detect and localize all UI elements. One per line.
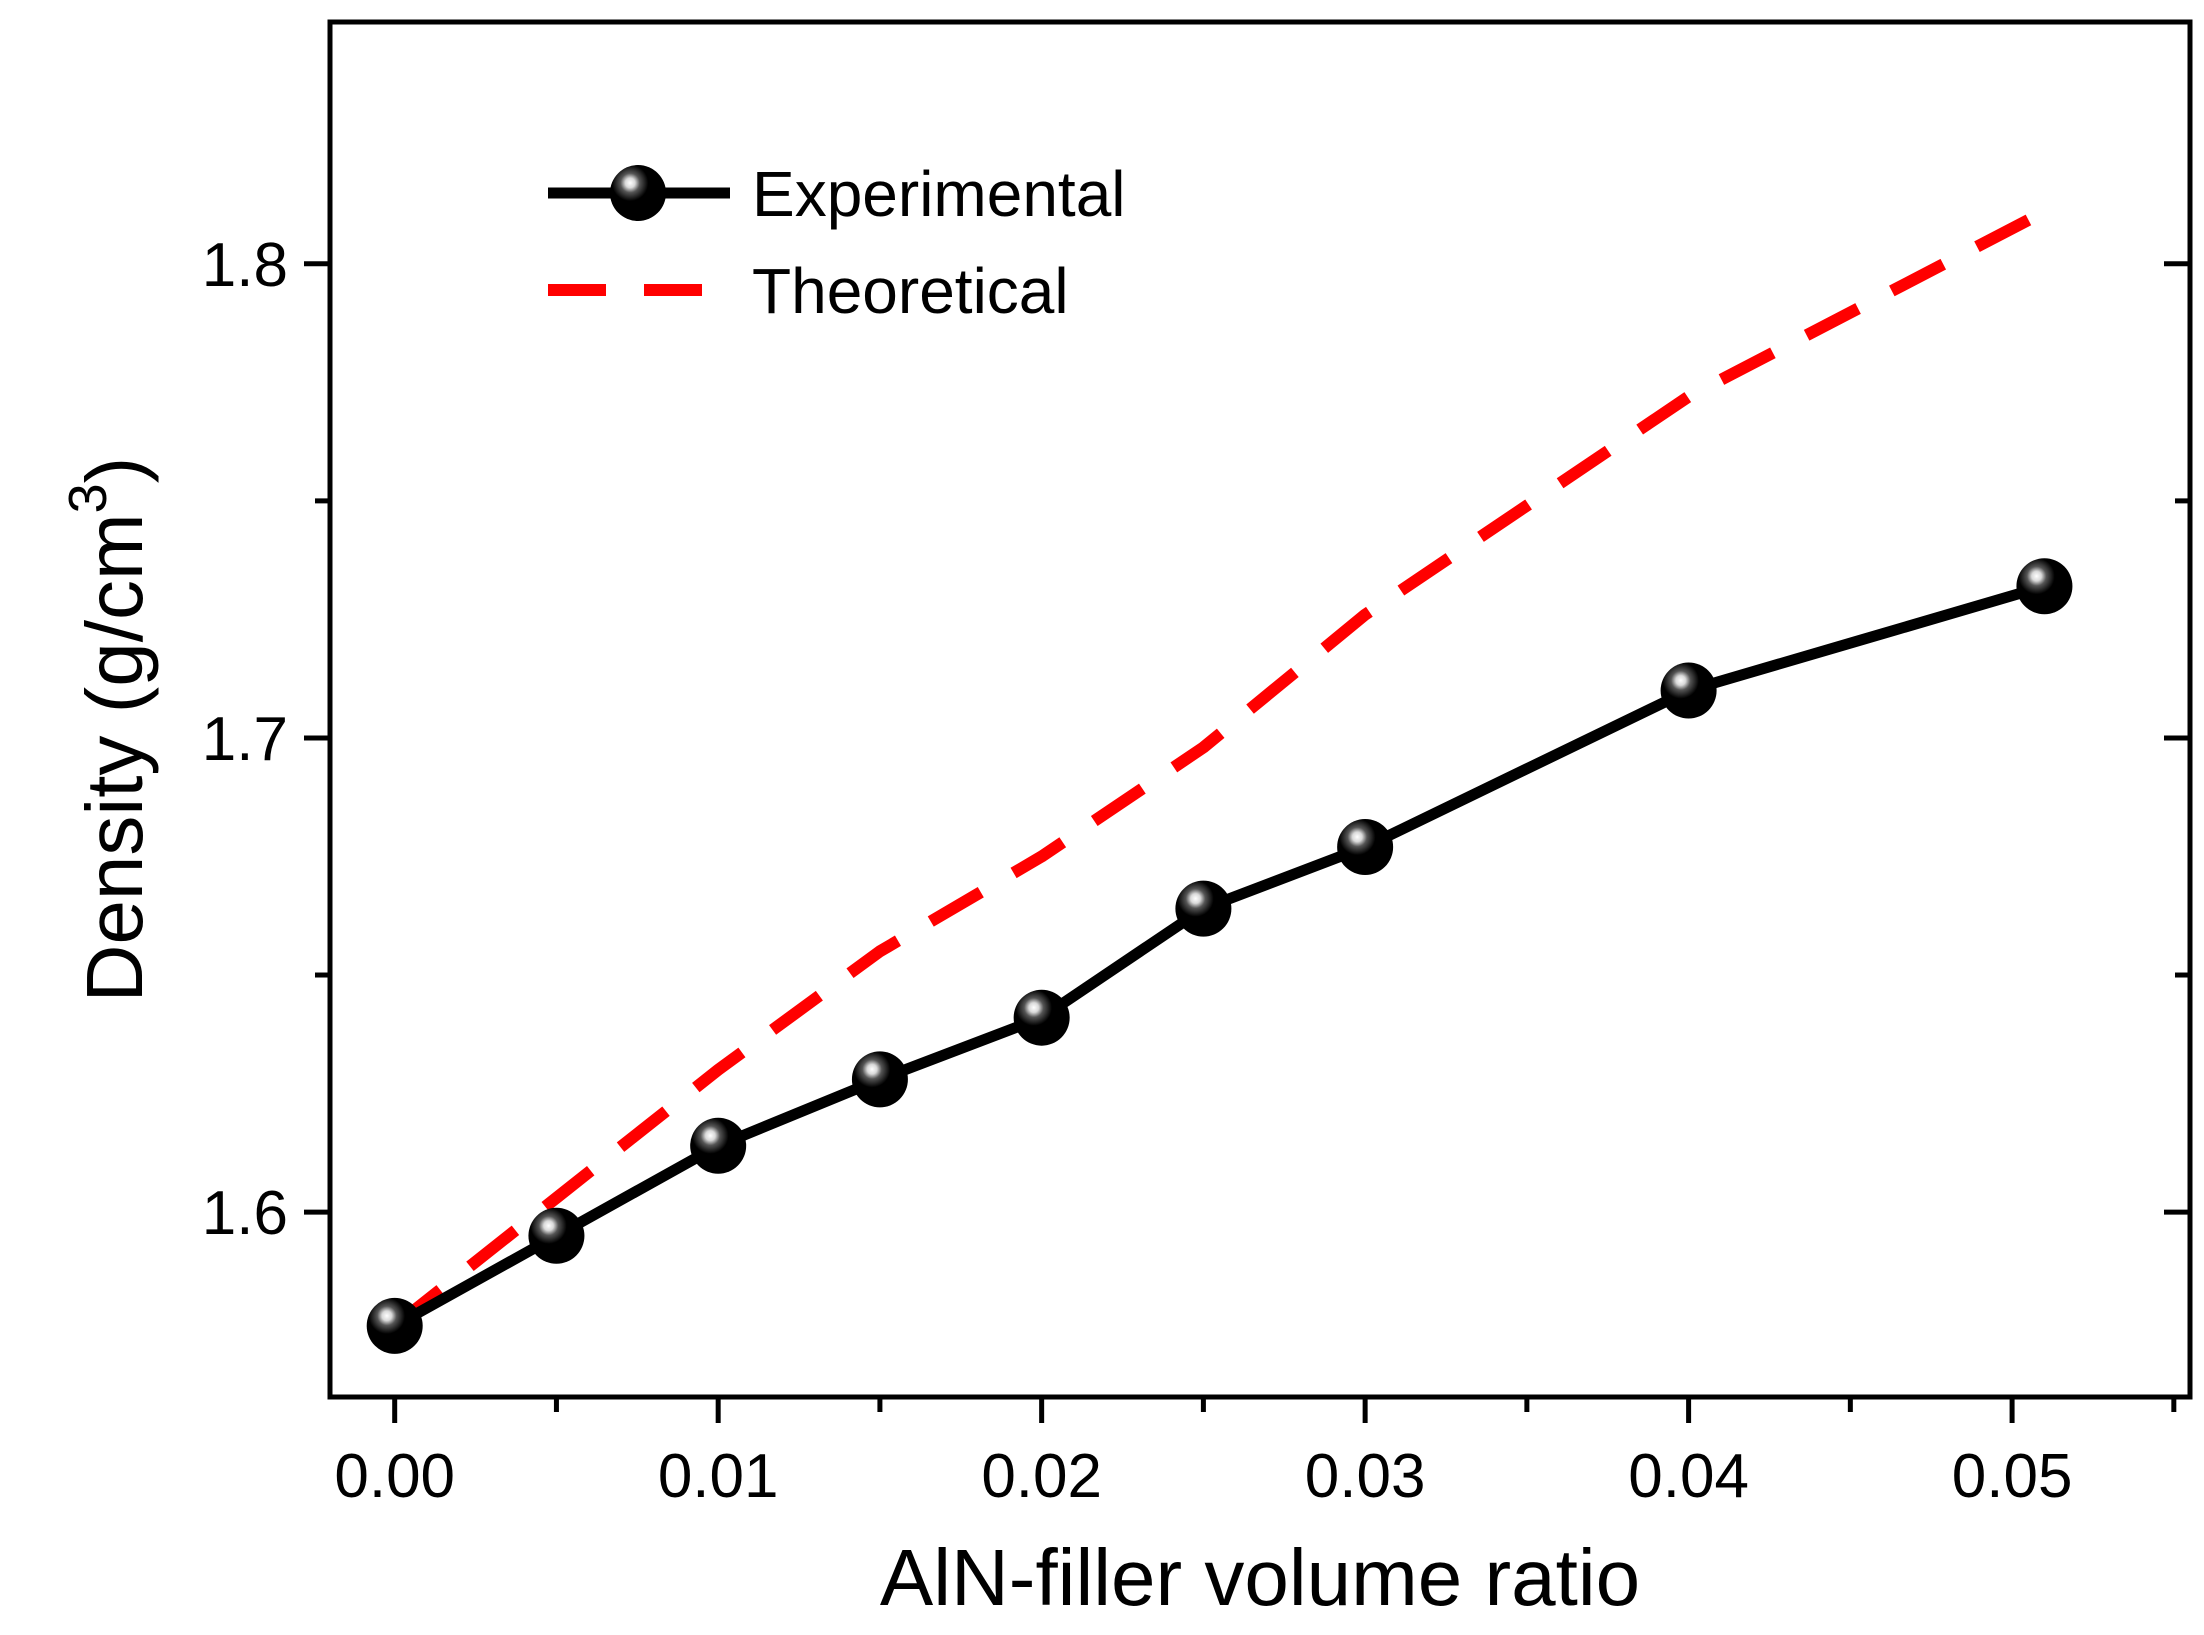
experimental-point xyxy=(1660,662,1717,719)
x-tick-label: 0.01 xyxy=(658,1442,779,1511)
experimental-point xyxy=(690,1117,747,1174)
experimental-point xyxy=(851,1051,908,1108)
x-tick-label: 0.03 xyxy=(1305,1442,1426,1511)
experimental-point xyxy=(1013,989,1070,1046)
x-tick-label: 0.05 xyxy=(1952,1442,2073,1511)
experimental-point xyxy=(1337,819,1394,875)
x-tick-label: 0.04 xyxy=(1628,1442,1749,1511)
x-tick-label: 0.02 xyxy=(981,1442,1102,1511)
plot-series xyxy=(366,206,2073,1354)
y-tick-label: 1.7 xyxy=(202,705,288,774)
legend: Experimental Theoretical xyxy=(548,158,1126,327)
experimental-line xyxy=(392,580,2046,1331)
plot-frame xyxy=(327,19,2193,1400)
legend-theoretical-label: Theoretical xyxy=(752,255,1069,327)
axis-ticks xyxy=(304,261,2190,1423)
experimental-point xyxy=(2016,558,2073,615)
legend-experimental-label: Experimental xyxy=(752,158,1126,230)
experimental-point xyxy=(1175,880,1232,937)
x-tick-label: 0.00 xyxy=(334,1442,455,1511)
y-axis-title: Density (g/cm3) xyxy=(58,457,159,1003)
experimental-point xyxy=(366,1297,423,1354)
y-tick-label: 1.8 xyxy=(202,231,288,300)
y-axis-title-close: ) xyxy=(70,457,159,484)
tick-labels: 0.00 0.01 0.02 0.03 0.04 0.05 1.6 1.7 1.8 xyxy=(202,231,2073,1511)
y-tick-label: 1.6 xyxy=(202,1179,288,1248)
x-axis-title: AlN-filler volume ratio xyxy=(880,1533,1640,1622)
y-axis-title-main: Density (g/cm xyxy=(70,513,159,1002)
theoretical-line xyxy=(390,206,2048,1331)
y-axis-title-superscript: 3 xyxy=(58,483,118,513)
experimental-point xyxy=(528,1207,585,1264)
legend-experimental-marker xyxy=(610,165,666,221)
